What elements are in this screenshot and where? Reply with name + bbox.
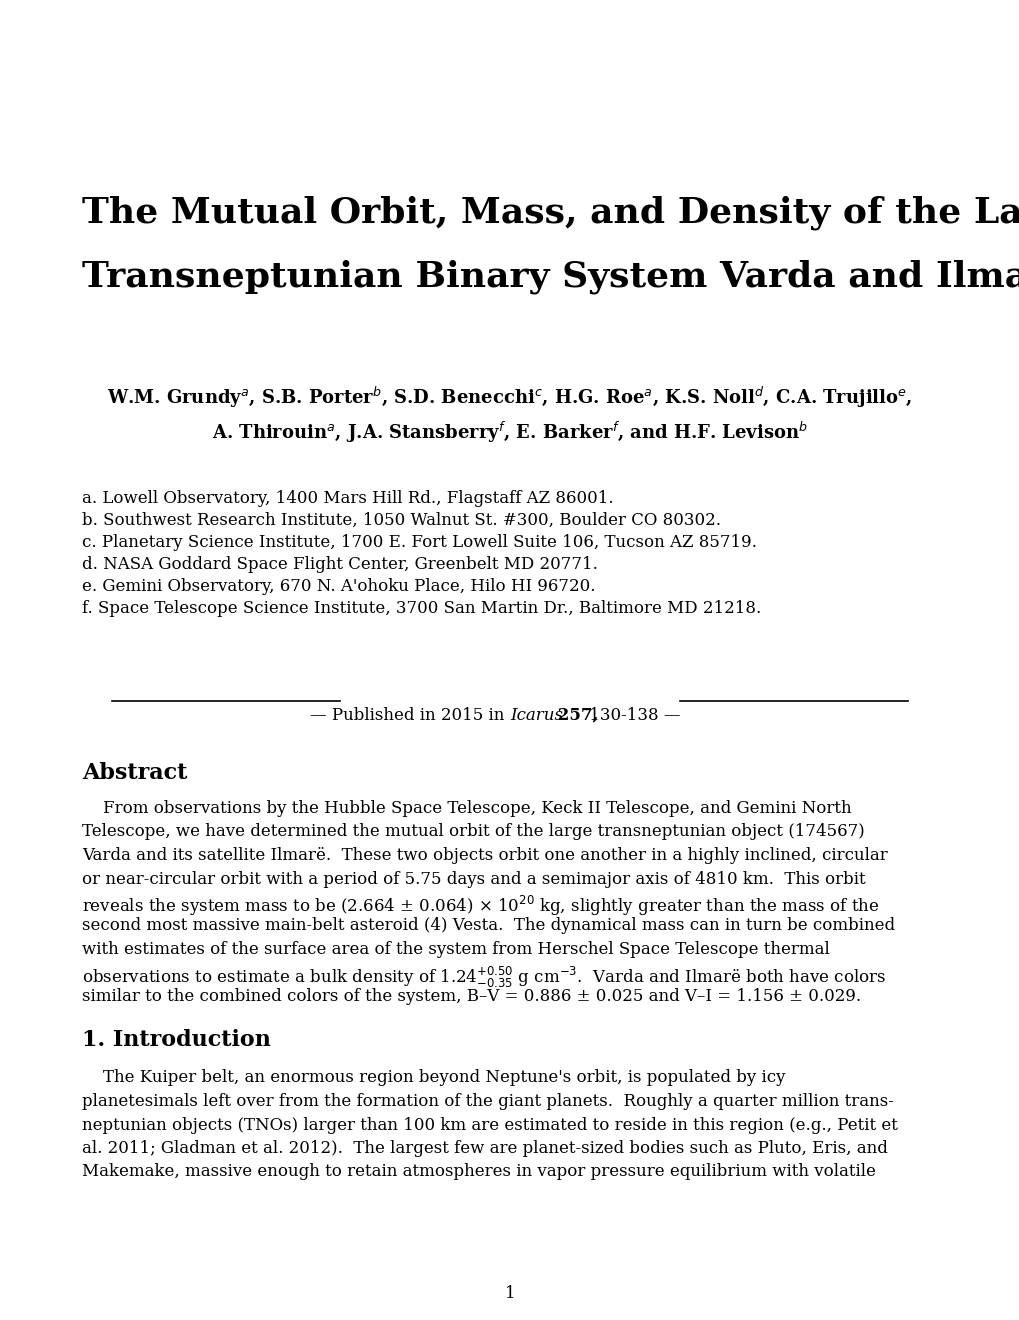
Text: planetesimals left over from the formation of the giant planets.  Roughly a quar: planetesimals left over from the formati… [82, 1093, 893, 1110]
Text: 257,: 257, [551, 708, 598, 723]
Text: a. Lowell Observatory, 1400 Mars Hill Rd., Flagstaff AZ 86001.: a. Lowell Observatory, 1400 Mars Hill Rd… [82, 490, 613, 507]
Text: Transneptunian Binary System Varda and Ilmarë: Transneptunian Binary System Varda and I… [82, 257, 1019, 293]
Text: — Published in 2015 in: — Published in 2015 in [310, 708, 510, 723]
Text: Abstract: Abstract [82, 762, 187, 784]
Text: observations to estimate a bulk density of 1.24$^{+0.50}_{-0.35}$ g cm$^{-3}$.  : observations to estimate a bulk density … [82, 965, 886, 990]
Text: 1: 1 [504, 1284, 515, 1302]
Text: e. Gemini Observatory, 670 N. A'ohoku Place, Hilo HI 96720.: e. Gemini Observatory, 670 N. A'ohoku Pl… [82, 578, 595, 595]
Text: A. Thirouin$^{a}$, J.A. Stansberry$^{f}$, E. Barker$^{f}$, and H.F. Levison$^{b}: A. Thirouin$^{a}$, J.A. Stansberry$^{f}$… [212, 420, 807, 445]
Text: The Kuiper belt, an enormous region beyond Neptune's orbit, is populated by icy: The Kuiper belt, an enormous region beyo… [82, 1069, 785, 1086]
Text: f. Space Telescope Science Institute, 3700 San Martin Dr., Baltimore MD 21218.: f. Space Telescope Science Institute, 37… [82, 601, 760, 616]
Text: neptunian objects (TNOs) larger than 100 km are estimated to reside in this regi: neptunian objects (TNOs) larger than 100… [82, 1117, 897, 1134]
Text: with estimates of the surface area of the system from Herschel Space Telescope t: with estimates of the surface area of th… [82, 941, 828, 958]
Text: Varda and its satellite Ilmarë.  These two objects orbit one another in a highly: Varda and its satellite Ilmarë. These tw… [82, 847, 887, 865]
Text: Makemake, massive enough to retain atmospheres in vapor pressure equilibrium wit: Makemake, massive enough to retain atmos… [82, 1163, 875, 1180]
Text: Icarus: Icarus [510, 708, 562, 723]
Text: The Mutual Orbit, Mass, and Density of the Large: The Mutual Orbit, Mass, and Density of t… [82, 195, 1019, 230]
Text: W.M. Grundy$^{a}$, S.B. Porter$^{b}$, S.D. Benecchi$^{c}$, H.G. Roe$^{a}$, K.S. : W.M. Grundy$^{a}$, S.B. Porter$^{b}$, S.… [107, 385, 912, 411]
Text: similar to the combined colors of the system, B–V = 0.886 ± 0.025 and V–I = 1.15: similar to the combined colors of the sy… [82, 987, 860, 1005]
Text: b. Southwest Research Institute, 1050 Walnut St. #300, Boulder CO 80302.: b. Southwest Research Institute, 1050 Wa… [82, 512, 720, 529]
Text: 130-138 —: 130-138 — [584, 708, 680, 723]
Text: reveals the system mass to be (2.664 ± 0.064) × 10$^{20}$ kg, slightly greater t: reveals the system mass to be (2.664 ± 0… [82, 894, 878, 919]
Text: or near-circular orbit with a period of 5.75 days and a semimajor axis of 4810 k: or near-circular orbit with a period of … [82, 870, 865, 887]
Text: al. 2011; Gladman et al. 2012).  The largest few are planet-sized bodies such as: al. 2011; Gladman et al. 2012). The larg… [82, 1140, 887, 1158]
Text: From observations by the Hubble Space Telescope, Keck II Telescope, and Gemini N: From observations by the Hubble Space Te… [82, 800, 851, 817]
Text: second most massive main-belt asteroid (4) Vesta.  The dynamical mass can in tur: second most massive main-belt asteroid (… [82, 917, 895, 935]
Text: c. Planetary Science Institute, 1700 E. Fort Lowell Suite 106, Tucson AZ 85719.: c. Planetary Science Institute, 1700 E. … [82, 535, 756, 550]
Text: Telescope, we have determined the mutual orbit of the large transneptunian objec: Telescope, we have determined the mutual… [82, 824, 864, 841]
Text: d. NASA Goddard Space Flight Center, Greenbelt MD 20771.: d. NASA Goddard Space Flight Center, Gre… [82, 556, 597, 573]
Text: 1. Introduction: 1. Introduction [82, 1030, 271, 1052]
